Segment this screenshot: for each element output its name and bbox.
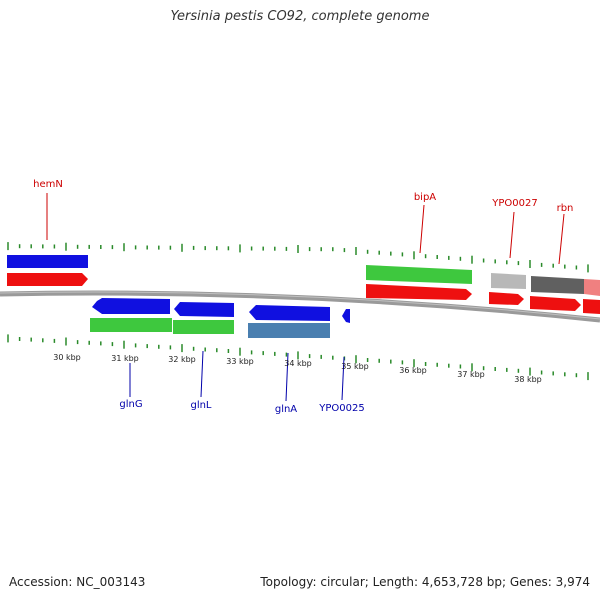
gene-glnA-steel [248,323,330,338]
tick-label-32: 32 kbp [168,355,196,364]
accession-text: Accession: NC_003143 [9,575,146,589]
gene-glnG-green [90,318,172,332]
tick-label-34: 34 kbp [284,359,312,368]
gene-YPO0027-red [489,292,524,305]
gene-rbn-pink [584,279,600,296]
gene-hemN-blue [7,255,88,268]
label-bipA: bipA [414,192,436,203]
label-glnL: glnL [190,400,211,411]
label-hemN: hemN [33,179,63,190]
leader-YPO0025 [341,356,345,401]
leader-glnL [200,350,204,398]
gene-glnL-green [173,320,234,334]
tick-label-31: 31 kbp [111,354,139,363]
map-title: Yersinia pestis CO92, complete genome [170,9,430,24]
label-rbn: rbn [557,203,574,214]
gene-rbn-grey [531,276,584,294]
gene-glnG-blue [92,298,170,314]
tick-row-bottom [7,334,589,381]
gene-edge-red [583,299,600,314]
gene-hemN-red [7,273,88,286]
gene-bipA-red [366,284,472,300]
leader-YPO0027 [509,211,515,259]
genome-backbone [0,290,600,323]
label-glnG: glnG [119,399,142,410]
leader-glnA [285,352,289,402]
gene-YPO0027-grey [491,273,526,289]
leader-rbn [558,213,565,265]
label-YPO0027: YPO0027 [491,198,537,209]
gene-YPO0025-blue [342,309,350,323]
label-glnA: glnA [275,404,297,415]
tick-label-38: 38 kbp [514,375,542,384]
tick-label-33: 33 kbp [226,357,254,366]
gene-bipA-green [366,265,472,284]
gene-glnA-blue [249,305,330,321]
leader-bipA [419,204,425,254]
tick-label-30: 30 kbp [53,353,81,362]
label-YPO0025: YPO0025 [318,403,364,414]
gene-rbn-red [530,296,581,311]
tick-label-36: 36 kbp [399,366,427,375]
tick-label-35: 35 kbp [341,362,369,371]
genome-summary-text: Topology: circular; Length: 4,653,728 bp… [260,575,590,589]
tick-label-37: 37 kbp [457,370,485,379]
tick-row-top [7,242,589,273]
gene-glnL-blue [174,302,234,317]
